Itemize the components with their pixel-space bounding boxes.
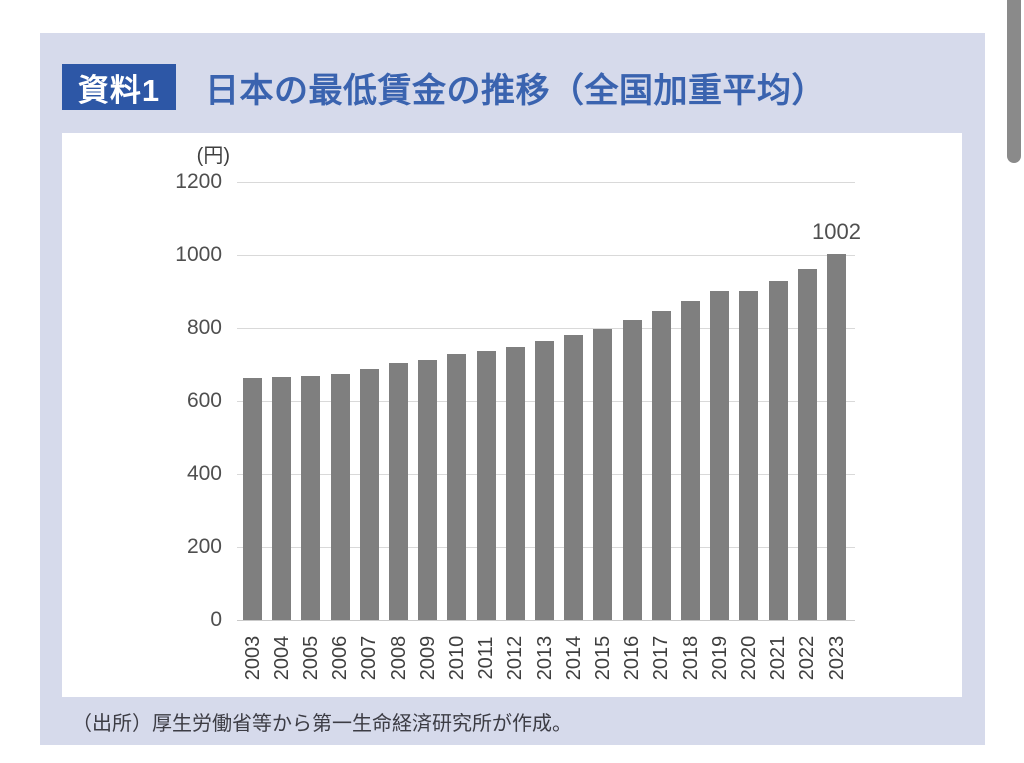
bar-value-label: 1002 (812, 219, 861, 245)
bar-2004 (272, 377, 292, 620)
gridline (237, 255, 855, 256)
y-tick-label: 1000 (175, 243, 222, 266)
gridline (237, 620, 855, 621)
bar-2005 (301, 376, 321, 620)
y-tick-label: 1200 (175, 170, 222, 193)
source-note: （出所）厚生労働省等から第一生命経済研究所が作成。 (72, 713, 572, 735)
y-tick-label: 200 (186, 535, 222, 558)
x-tick-label: 2004 (270, 635, 293, 681)
x-tick-label: 2007 (358, 635, 381, 681)
x-tick-label: 2017 (650, 635, 673, 681)
figure-panel: 資料1 日本の最低賃金の推移（全国加重平均） (円) 0 200 400 600 800… (40, 33, 985, 745)
chart-area: (円) 0 200 400 600 800 1000 1200 2003 2004 2005 200… (62, 133, 962, 697)
x-tick-label: 2009 (416, 635, 439, 681)
figure-header: 資料1 日本の最低賃金の推移（全国加重平均） (40, 33, 985, 133)
y-tick-label: 0 (210, 608, 222, 631)
bar-2016 (622, 319, 642, 620)
x-tick-label: 2020 (737, 635, 760, 681)
y-tick-label: 400 (186, 462, 222, 485)
y-axis-unit-label: (円) (196, 145, 230, 167)
gridline (237, 182, 855, 183)
y-tick-label: 600 (186, 389, 222, 412)
bar-2003 (243, 377, 262, 620)
x-tick-label: 2008 (387, 635, 410, 681)
bar-2006 (330, 374, 350, 620)
bar-2022 (797, 269, 817, 620)
x-tick-label: 2003 (241, 635, 264, 681)
x-tick-label: 2005 (299, 635, 322, 681)
bar-2010 (447, 353, 467, 620)
bar-2008 (389, 363, 408, 620)
bar-2015 (593, 328, 613, 620)
y-tick-label: 800 (186, 316, 222, 339)
x-tick-label: 2016 (621, 635, 644, 681)
x-tick-label: 2010 (445, 635, 468, 681)
figure-title: 日本の最低賃金の推移（全国加重平均） (205, 71, 826, 110)
bar-2012 (505, 346, 525, 620)
gridline (237, 328, 855, 329)
x-tick-label: 2012 (504, 635, 527, 681)
x-tick-label: 2019 (708, 635, 731, 681)
x-tick-label: 2006 (329, 635, 352, 681)
bar-2018 (681, 301, 700, 620)
bar-2007 (359, 369, 379, 620)
x-tick-label: 2015 (591, 635, 614, 681)
bar-chart-plot: 0 200 400 600 800 1000 1200 2003 2004 2005 2006 200… (62, 133, 962, 697)
x-tick-label: 2011 (475, 636, 498, 680)
x-tick-label: 2014 (562, 635, 585, 681)
x-tick-label: 2021 (767, 635, 790, 681)
scrollbar-thumb[interactable] (1007, 0, 1021, 163)
bar-2021 (768, 280, 788, 620)
x-tick-label: 2022 (796, 635, 819, 681)
x-tick-label: 2018 (679, 635, 702, 681)
bar-2011 (476, 351, 496, 620)
bar-2014 (564, 335, 584, 620)
figure-number-badge: 資料1 (62, 64, 176, 110)
x-tick-label: 2023 (825, 635, 848, 681)
bar-2013 (535, 341, 554, 620)
bar-2017 (651, 310, 671, 620)
bar-2023 (827, 254, 846, 620)
bar-2020 (739, 290, 759, 620)
x-tick-label: 2013 (533, 635, 556, 681)
bar-2019 (710, 291, 730, 620)
bar-2009 (418, 359, 438, 620)
